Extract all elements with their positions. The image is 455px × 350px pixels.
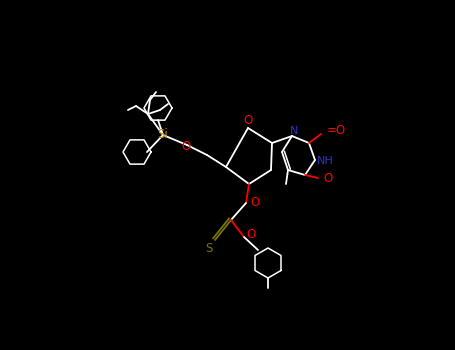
Text: S: S	[205, 241, 212, 254]
Text: Si: Si	[157, 128, 168, 141]
Text: O: O	[250, 196, 260, 209]
Text: O: O	[243, 114, 253, 127]
Text: =O: =O	[327, 125, 346, 138]
Text: NH: NH	[317, 156, 334, 166]
Text: O: O	[323, 172, 332, 184]
Text: O: O	[246, 228, 256, 240]
Text: N: N	[290, 126, 298, 136]
Text: O: O	[182, 140, 191, 153]
